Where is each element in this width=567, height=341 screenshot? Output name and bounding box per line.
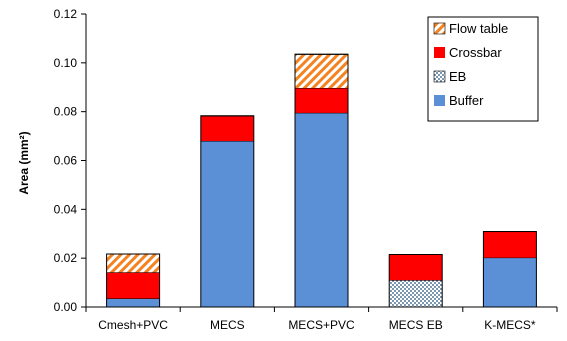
legend: Flow table Crossbar EB Buffer (427, 16, 539, 122)
legend-label: Crossbar (449, 45, 502, 60)
bar-segment-buffer (295, 112, 348, 307)
bar-segment-buffer (483, 257, 537, 307)
axes-layer: Cmesh+PVC MECS MECS+PVC MECS EB K-MECS* 0.00 0… (54, 7, 558, 332)
y-tick-label: 0.06 (54, 154, 78, 168)
legend-swatch (434, 47, 445, 58)
bar-segment-crossbar (106, 272, 160, 299)
legend-label: Buffer (449, 93, 484, 108)
legend-swatch (434, 95, 445, 106)
x-tick-label: K-MECS* (484, 318, 536, 332)
y-tick-label: 0.12 (54, 7, 78, 21)
bar-segment-eb (389, 280, 443, 307)
legend-box (427, 16, 539, 122)
y-tick-label: 0.08 (54, 105, 78, 119)
y-axis-label: Area (mm²) (17, 131, 31, 194)
legend-label: Flow table (449, 21, 508, 36)
legend-swatch (433, 70, 446, 83)
legend-label: EB (449, 69, 466, 84)
y-tick-label: 0.10 (54, 56, 78, 70)
bar-segment-buffer (200, 140, 254, 307)
bar-segment-crossbar (295, 87, 348, 113)
legend-swatch (433, 22, 446, 35)
bar-segment-crossbar (483, 231, 537, 258)
bar-segment-flow-table (106, 254, 160, 273)
bar-segment-buffer (106, 298, 160, 307)
x-tick-label: MECS EB (389, 318, 443, 332)
y-tick-label: 0.04 (54, 202, 78, 216)
bar-segment-flow-table (295, 54, 348, 88)
x-tick-label: MECS+PVC (288, 318, 355, 332)
y-tick-label: 0.00 (54, 300, 78, 314)
bar-segment-crossbar (200, 115, 254, 141)
y-tick-label: 0.02 (54, 251, 78, 265)
bar-segment-crossbar (389, 254, 443, 281)
x-tick-label: Cmesh+PVC (98, 318, 168, 332)
x-tick-label: MECS (210, 318, 245, 332)
bars-layer (106, 53, 537, 308)
